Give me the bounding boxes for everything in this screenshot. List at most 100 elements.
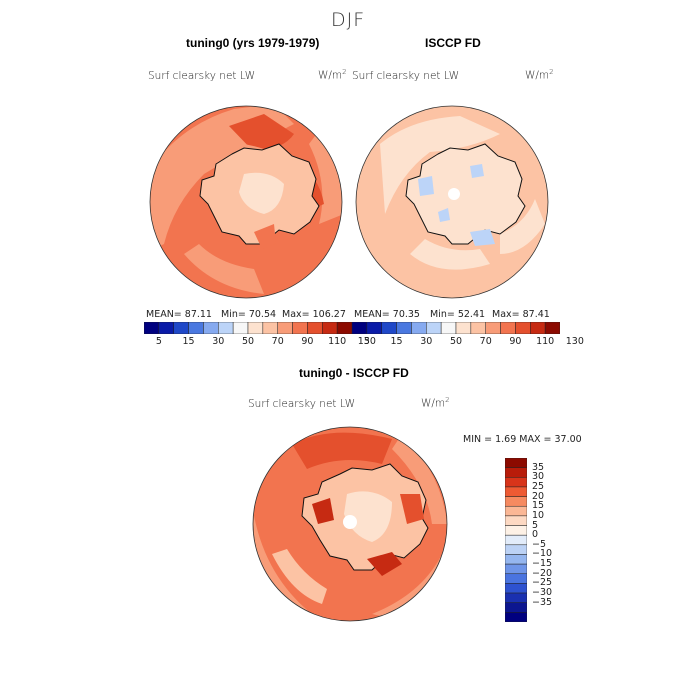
panel-1-colorbar-swatch [158, 322, 174, 334]
panel-2-colorbar-swatch [352, 322, 368, 334]
panel-2-mean: MEAN= 70.35 [354, 309, 420, 320]
panel-2-colorbar-swatch [485, 322, 501, 334]
panel-2-colorbar-tick-label: 5 [363, 336, 370, 347]
panel-1-colorbar-swatch [144, 322, 160, 334]
panel-3-colorbar-tick-label: −20 [532, 567, 553, 579]
panel-2-variable-label: Surf clearsky net LW [352, 70, 460, 82]
panel-3-colorbar-swatch [505, 525, 527, 536]
panel-2-colorbar-swatch [470, 322, 486, 334]
panel-2-colorbar-swatch [500, 322, 516, 334]
panel-3-colorbar-tick-label: 0 [532, 529, 539, 541]
panel-1-colorbar-swatch [262, 322, 278, 334]
panel-2-colorbar-tick-label: 110 [536, 336, 555, 347]
panel-3-colorbar-tick-label: 30 [532, 471, 545, 483]
panel-1-colorbar-swatch [232, 322, 249, 334]
panel-1-colorbar-swatch [336, 322, 352, 334]
panel-2-colorbar-tick-label: 70 [479, 336, 492, 347]
panel-1-mean: MEAN= 87.11 [146, 309, 212, 320]
panel-3-colorbar-tick-label: −5 [532, 538, 547, 550]
panel-1-colorbar-swatch [218, 322, 234, 334]
panel-1-colorbar-tick-label: 50 [241, 336, 255, 347]
panel-1-units: W/m2 [318, 68, 347, 82]
panel-2-colorbar-swatch [381, 322, 397, 334]
panel-1-colorbar-tick-label: 30 [212, 336, 225, 347]
panel-3-variable-label: Surf clearsky net LW [248, 398, 356, 410]
panel-3-minmax: MIN = 1.69 MAX = 37.00 [463, 434, 582, 445]
panel-2-colorbar-swatch [426, 322, 442, 334]
panel-3-map [252, 426, 448, 622]
panel-1-colorbar-tick-label: 5 [155, 336, 162, 347]
panel-3-colorbar-swatch [505, 612, 527, 622]
panel-3-colorbar [505, 458, 527, 622]
panel-2-colorbar [352, 322, 560, 334]
panel-3-colorbar-tick-label: −15 [532, 558, 553, 570]
panel-3-colorbar-swatch [505, 554, 527, 565]
panel-2-colorbar-tick-label: 50 [449, 336, 463, 347]
panel-1-colorbar-tick-label: 90 [301, 336, 314, 347]
panel-1-colorbar-tick-label: 70 [271, 336, 284, 347]
panel-1-colorbar [144, 322, 352, 334]
panel-3-colorbar-tick-label: 35 [532, 461, 545, 473]
panel-1-colorbar-tick-label: 130 [357, 336, 376, 347]
panel-2-units: W/m2 [525, 68, 554, 82]
panel-2-colorbar-swatch [440, 322, 457, 334]
panel-3-colorbar-swatch [505, 583, 527, 594]
panel-3-units-base: W/m [421, 397, 446, 410]
panel-1-max: Max= 106.27 [282, 309, 346, 320]
panel-3-colorbar-swatch [505, 563, 527, 575]
panel-2-colorbar-swatch [544, 322, 560, 334]
panel-2-colorbar-tick-label: 130 [565, 336, 584, 347]
panel-3-colorbar-tick-label: −25 [532, 577, 553, 589]
panel-3-colorbar-swatch [505, 515, 527, 526]
panel-2-min: Min= 52.41 [430, 309, 486, 320]
panel-2-max: Max= 87.41 [492, 309, 550, 320]
panel-3-colorbar-swatch [505, 486, 527, 497]
panel-1-colorbar-tick-label: 110 [328, 336, 347, 347]
panel-3-colorbar-swatch [505, 458, 527, 468]
panel-3-colorbar-tick-label: −10 [532, 548, 553, 560]
panel-2-title: ISCCP FD [425, 36, 481, 50]
panel-2-colorbar-swatch [515, 322, 531, 334]
panel-2-colorbar-swatch [396, 322, 412, 334]
season-title: DJF [331, 9, 366, 31]
panel-2-colorbar-swatch [455, 322, 472, 334]
panel-2-colorbar-tick-label: 90 [509, 336, 522, 347]
panel-3-colorbar-swatch [505, 534, 527, 546]
panel-3-colorbar-swatch [505, 544, 527, 555]
panel-3-colorbar-swatch [505, 602, 527, 613]
panel-1-units-sup: 2 [342, 68, 347, 76]
panel-3-colorbar-tick-label: −35 [532, 596, 553, 608]
panel-3-colorbar-tick-label: 10 [532, 509, 545, 521]
panel-1-colorbar-tick-label: 15 [182, 336, 195, 347]
panel-2-units-base: W/m [525, 69, 550, 82]
panel-2-units-sup: 2 [549, 68, 554, 76]
panel-3-units: W/m2 [421, 396, 450, 410]
panel-3-colorbar-swatch [505, 477, 527, 488]
panel-1-colorbar-swatch [292, 322, 308, 334]
panel-3-colorbar-tick-label: −30 [532, 587, 553, 599]
panel-2-colorbar-swatch [366, 322, 382, 334]
panel-1-colorbar-swatch [277, 322, 293, 334]
panel-1-colorbar-swatch [307, 322, 323, 334]
panel-2-colorbar-swatch [530, 322, 546, 334]
panel-1-units-base: W/m [318, 69, 343, 82]
panel-3-colorbar-swatch [505, 592, 527, 603]
panel-2-colorbar-tick-label: 30 [420, 336, 433, 347]
panel-1-colorbar-swatch [188, 322, 204, 334]
panel-1-colorbar-swatch [203, 322, 219, 334]
panel-2-colorbar-swatch [411, 322, 427, 334]
panel-2-colorbar-tick-label: 15 [390, 336, 403, 347]
panel-3-colorbar-tick-label: 25 [532, 480, 545, 492]
panel-2-map [355, 105, 549, 299]
panel-3-colorbar-swatch [505, 573, 527, 584]
panel-3-colorbar-swatch [505, 505, 527, 517]
panel-1-map [149, 105, 343, 299]
panel-3-colorbar-tick-label: 20 [532, 490, 545, 502]
panel-3-colorbar-tick-label: 5 [532, 519, 539, 531]
panel-1-colorbar-swatch [247, 322, 264, 334]
panel-3-colorbar-swatch [505, 496, 527, 507]
panel-3-colorbar-swatch [505, 467, 527, 478]
panel-3-title: tuning0 - ISCCP FD [299, 366, 409, 380]
panel-3-colorbar-tick-label: 15 [532, 500, 545, 512]
panel-1-title: tuning0 (yrs 1979-1979) [186, 36, 320, 50]
